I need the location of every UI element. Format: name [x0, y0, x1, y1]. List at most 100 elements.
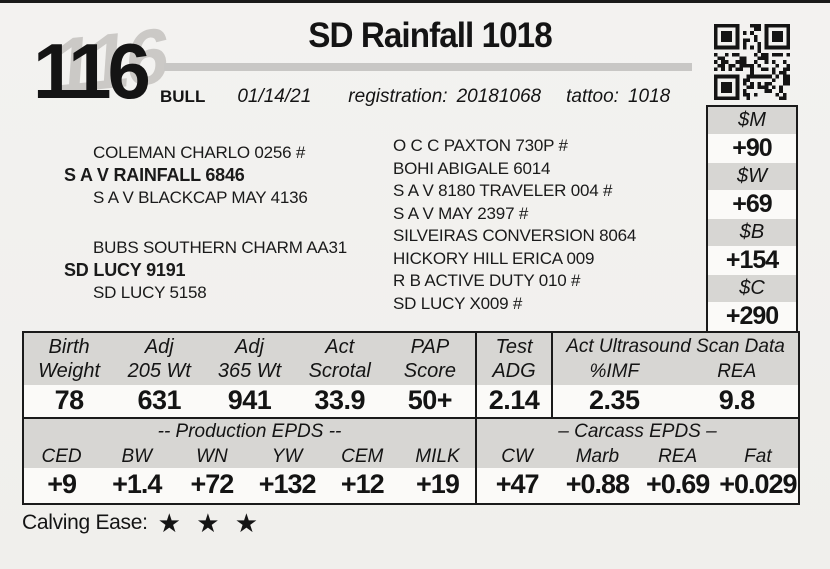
- performance-weights-values: 78 631 941 33.9 50+: [24, 385, 475, 417]
- column-header: CW: [501, 446, 533, 467]
- cell-value: 78: [54, 385, 85, 415]
- title-underline-rule: [164, 63, 692, 71]
- cell-value: +9: [47, 469, 77, 499]
- dollar-index-value: +154: [708, 246, 796, 275]
- calving-ease-row: Calving Ease: ★ ★ ★: [22, 510, 262, 536]
- tattoo-label: tattoo:: [566, 86, 619, 107]
- pedigree-dam-grandsire: BUBS SOUTHERN CHARM AA31: [93, 238, 348, 257]
- cell-value: 631: [137, 385, 182, 415]
- column-header: Marb: [575, 446, 620, 467]
- cell-value: +1.4: [112, 469, 162, 499]
- dollar-index-label: $W: [708, 163, 796, 190]
- cell-value: +0.69: [645, 469, 710, 499]
- cell-value: +0.88: [565, 469, 630, 499]
- column-header: Test ADG: [492, 336, 536, 382]
- pedigree-sire: S A V RAINFALL 6846: [64, 165, 245, 185]
- top-border-rule: [0, 0, 830, 3]
- column-header: CED: [41, 446, 82, 467]
- column-header: %IMF: [589, 361, 640, 382]
- column-header: MILK: [415, 446, 460, 467]
- performance-weights-section: Birth Weight Adj 205 Wt Adj 365 Wt Act Scrot…: [24, 333, 477, 417]
- cell-value: 2.14: [488, 385, 540, 415]
- performance-row: Birth Weight Adj 205 Wt Adj 365 Wt Act Scrot…: [24, 333, 798, 419]
- production-epds-values: +9 +1.4 +72 +132 +12 +19: [24, 468, 475, 503]
- column-header: Adj 205 Wt: [127, 336, 191, 382]
- calving-ease-label: Calving Ease:: [22, 511, 148, 534]
- ultrasound-column-headers: %IMF REA: [553, 359, 798, 385]
- pedigree-dam: SD LUCY 9191: [64, 260, 186, 280]
- registration-label: registration:: [348, 86, 448, 107]
- animal-name-title: SD Rainfall 1018: [308, 16, 552, 55]
- column-header: Adj 365 Wt: [217, 336, 282, 382]
- carcass-epds-header: – Carcass EPDS – CW Marb REA Fat: [477, 419, 798, 468]
- dollar-index-value: +290: [708, 302, 796, 331]
- lot-number: 116: [33, 27, 151, 115]
- cell-value: 50+: [407, 385, 453, 415]
- column-header: Act Scrotal: [308, 336, 371, 382]
- carcass-epds-column-headers: CW Marb REA Fat: [477, 444, 798, 468]
- ultrasound-header: Act Ultrasound Scan Data %IMF REA: [553, 333, 798, 385]
- pedigree-sire-grandsire: COLEMAN CHARLO 0256 #: [93, 143, 306, 162]
- column-header: Birth Weight: [38, 336, 101, 382]
- column-header: WN: [196, 446, 228, 467]
- dollar-index-value: +90: [708, 134, 796, 163]
- production-epds-title: -- Production EPDS --: [157, 421, 342, 442]
- tattoo-group: tattoo: 1018: [566, 86, 670, 108]
- test-adg-section: Test ADG 2.14: [477, 333, 553, 417]
- pedigree-great-grandparent: R B ACTIVE DUTY 010 #: [393, 271, 581, 290]
- test-adg-values: 2.14: [477, 385, 551, 417]
- cell-value: +19: [416, 469, 460, 499]
- column-header: YW: [271, 446, 303, 467]
- dollar-index-value: +69: [708, 190, 796, 219]
- test-adg-header: Test ADG: [477, 333, 551, 385]
- registration-group: registration: 20181068: [348, 86, 541, 108]
- carcass-epds-values: +47 +0.88 +0.69 +0.029: [477, 468, 798, 503]
- registration-number: 20181068: [456, 86, 542, 107]
- cell-value: +47: [495, 469, 540, 499]
- column-header: Fat: [744, 446, 772, 467]
- pedigree-great-grandparent: SILVEIRAS CONVERSION 8064: [393, 226, 637, 245]
- production-epds-column-headers: CED BW WN YW CEM MILK: [24, 444, 475, 468]
- dollar-index-label: $M: [708, 107, 796, 134]
- cell-value: +0.029: [719, 469, 797, 499]
- dollar-index-table: $M +90 $W +69 $B +154 $C +290: [706, 105, 798, 333]
- epd-row: -- Production EPDS -- CED BW WN YW CEM M…: [24, 419, 798, 503]
- production-epds-section: -- Production EPDS -- CED BW WN YW CEM M…: [24, 419, 477, 503]
- cell-value: 941: [227, 385, 272, 415]
- performance-weights-header: Birth Weight Adj 205 Wt Adj 365 Wt Act Scrot…: [24, 333, 475, 385]
- pedigree-great-grandparent: HICKORY HILL ERICA 009: [393, 249, 595, 268]
- column-header: BW: [121, 446, 153, 467]
- cell-value: +72: [190, 469, 235, 499]
- pedigree-great-grandparent: S A V 8180 TRAVELER 004 #: [393, 181, 613, 200]
- carcass-epds-section: – Carcass EPDS – CW Marb REA Fat +47 +0.…: [477, 419, 798, 503]
- sex-label: BULL: [160, 87, 206, 106]
- cell-value: 9.8: [718, 385, 756, 415]
- cell-value: +132: [258, 469, 317, 499]
- pedigree-great-grandparent: O C C PAXTON 730P #: [393, 136, 568, 155]
- pedigree-great-grandparent: S A V MAY 2397 #: [393, 204, 529, 223]
- performance-epd-table: Birth Weight Adj 205 Wt Adj 365 Wt Act Scrot…: [22, 331, 800, 505]
- birth-date: 01/14/21: [237, 86, 312, 107]
- pedigree-great-grandparent: SD LUCY X009 #: [393, 294, 523, 313]
- column-header: REA: [717, 361, 757, 382]
- calving-ease-stars: ★ ★ ★: [157, 508, 263, 538]
- column-header: CEM: [341, 446, 384, 467]
- ultrasound-title: Act Ultrasound Scan Data: [566, 336, 785, 357]
- cell-value: 2.35: [588, 385, 640, 415]
- cell-value: +12: [340, 469, 385, 499]
- dollar-index-label: $C: [708, 275, 796, 302]
- header-info-row: BULL 01/14/21 registration: 20181068 tatt…: [160, 86, 695, 108]
- qr-code: [714, 24, 790, 100]
- column-header: PAP Score: [403, 336, 457, 382]
- ultrasound-section: Act Ultrasound Scan Data %IMF REA 2.35 9…: [553, 333, 798, 417]
- production-epds-header: -- Production EPDS -- CED BW WN YW CEM M…: [24, 419, 475, 468]
- cell-value: 33.9: [314, 385, 365, 415]
- carcass-epds-title: – Carcass EPDS –: [558, 421, 717, 442]
- pedigree-great-grandparent: BOHI ABIGALE 6014: [393, 159, 551, 178]
- ultrasound-values: 2.35 9.8: [553, 385, 798, 417]
- pedigree-sire-granddam: S A V BLACKCAP MAY 4136: [93, 188, 308, 207]
- column-header: REA: [658, 446, 698, 467]
- tattoo-number: 1018: [627, 86, 671, 107]
- pedigree-dam-granddam: SD LUCY 5158: [93, 283, 207, 302]
